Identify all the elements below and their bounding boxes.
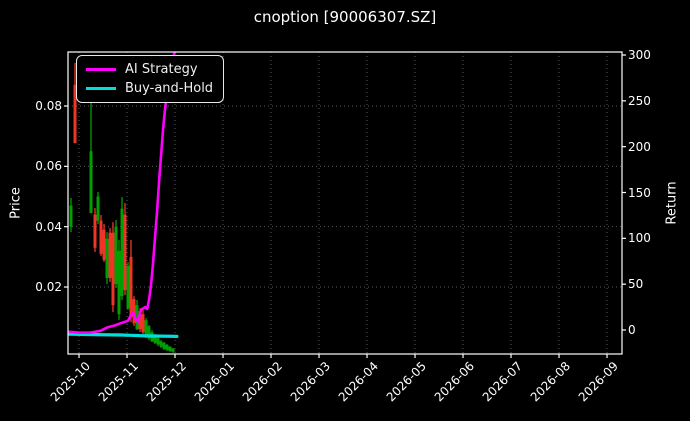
- candle-body: [156, 338, 160, 345]
- candle-body: [159, 341, 163, 347]
- legend-label-buy-and-hold: Buy-and-Hold: [125, 81, 214, 96]
- series-layer: [68, 52, 179, 353]
- candle-body: [168, 346, 172, 351]
- legend-item-buy-and-hold: Buy-and-Hold: [77, 81, 223, 96]
- price-tick-label: 0.08: [35, 99, 62, 113]
- price-tick-label: 0.06: [35, 159, 62, 174]
- candle-body: [144, 320, 148, 336]
- candle-body: [120, 208, 124, 297]
- candle-body: [73, 84, 77, 144]
- legend-item-ai-strategy: AI Strategy: [77, 62, 223, 77]
- candle-body: [147, 326, 151, 339]
- candle-body: [102, 229, 106, 260]
- candle-body: [141, 314, 145, 333]
- chart-title: cnoption [90006307.SZ]: [253, 8, 437, 26]
- candle-body: [114, 226, 118, 285]
- candle-body: [93, 214, 97, 248]
- return-tick-label: 300: [628, 48, 651, 63]
- candle-body: [96, 196, 100, 221]
- candle-body: [135, 305, 139, 330]
- buy-and-hold-line: [68, 332, 179, 338]
- legend-label-ai-strategy: AI Strategy: [125, 62, 198, 77]
- price-tick-label: 0.02: [35, 280, 62, 295]
- candle-body: [162, 342, 166, 349]
- return-tick-label: 200: [628, 139, 651, 154]
- return-tick-label: 100: [628, 231, 651, 246]
- price-tick-label: 0.04: [35, 219, 62, 234]
- candle-body: [105, 238, 109, 278]
- tick-marks: [64, 54, 626, 358]
- candle-body: [117, 250, 121, 315]
- return-tick-label: 150: [628, 185, 651, 200]
- candle-body: [129, 256, 133, 318]
- ai-strategy-line: [68, 52, 177, 335]
- plot-border: [67, 51, 623, 355]
- candle-body: [126, 265, 130, 309]
- candle-body: [132, 299, 136, 324]
- legend-box: AI Strategy Buy-and-Hold: [76, 55, 224, 103]
- candle-body: [138, 311, 142, 330]
- return-tick-label: 250: [628, 93, 651, 108]
- return-tick-label: 0: [628, 322, 636, 337]
- candle-body: [165, 344, 169, 350]
- candle-body: [69, 205, 73, 227]
- ai-strategy-line-swatch: [86, 68, 116, 71]
- candle-body: [99, 220, 103, 254]
- candle-body: [108, 232, 112, 278]
- buy-and-hold-line-swatch: [86, 87, 116, 90]
- candle-body: [171, 348, 175, 352]
- candle-body: [153, 335, 157, 343]
- candle-body: [123, 214, 127, 291]
- candle-body: [89, 151, 93, 214]
- candle-body: [111, 232, 115, 306]
- return-tick-label: 50: [628, 277, 644, 292]
